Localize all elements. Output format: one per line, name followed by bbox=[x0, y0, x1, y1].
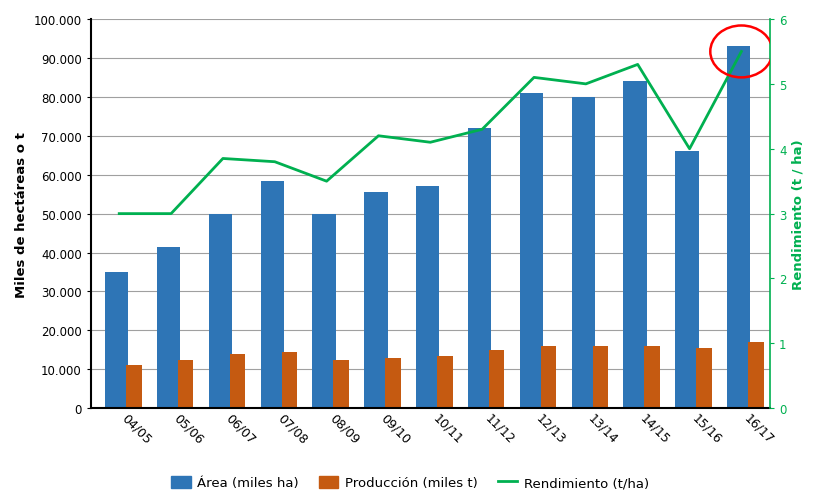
Bar bbox=[644, 346, 659, 408]
Bar bbox=[126, 366, 142, 408]
Bar bbox=[229, 354, 245, 408]
Bar bbox=[385, 358, 400, 408]
Bar bbox=[208, 214, 232, 408]
Bar bbox=[333, 360, 349, 408]
Bar bbox=[468, 129, 491, 408]
Bar bbox=[415, 187, 439, 408]
Bar bbox=[437, 356, 452, 408]
Bar bbox=[519, 94, 542, 408]
Bar bbox=[488, 350, 504, 408]
Bar bbox=[260, 181, 283, 408]
Bar bbox=[281, 352, 296, 408]
Bar bbox=[178, 360, 193, 408]
Bar bbox=[675, 152, 698, 408]
Bar bbox=[540, 346, 555, 408]
Bar bbox=[747, 342, 762, 408]
Bar bbox=[695, 348, 711, 408]
Y-axis label: Rendimiento (t / ha): Rendimiento (t / ha) bbox=[791, 139, 804, 290]
Legend: Área (miles ha), Producción (miles t), Rendimiento (t/ha): Área (miles ha), Producción (miles t), R… bbox=[165, 470, 654, 494]
Bar bbox=[105, 273, 128, 408]
Bar bbox=[726, 47, 749, 408]
Bar bbox=[622, 82, 646, 408]
Y-axis label: Miles de hectáreas o t: Miles de hectáreas o t bbox=[15, 131, 28, 297]
Bar bbox=[312, 214, 335, 408]
Bar bbox=[592, 346, 608, 408]
Bar bbox=[364, 193, 387, 408]
Bar bbox=[571, 98, 595, 408]
Bar bbox=[156, 247, 180, 408]
